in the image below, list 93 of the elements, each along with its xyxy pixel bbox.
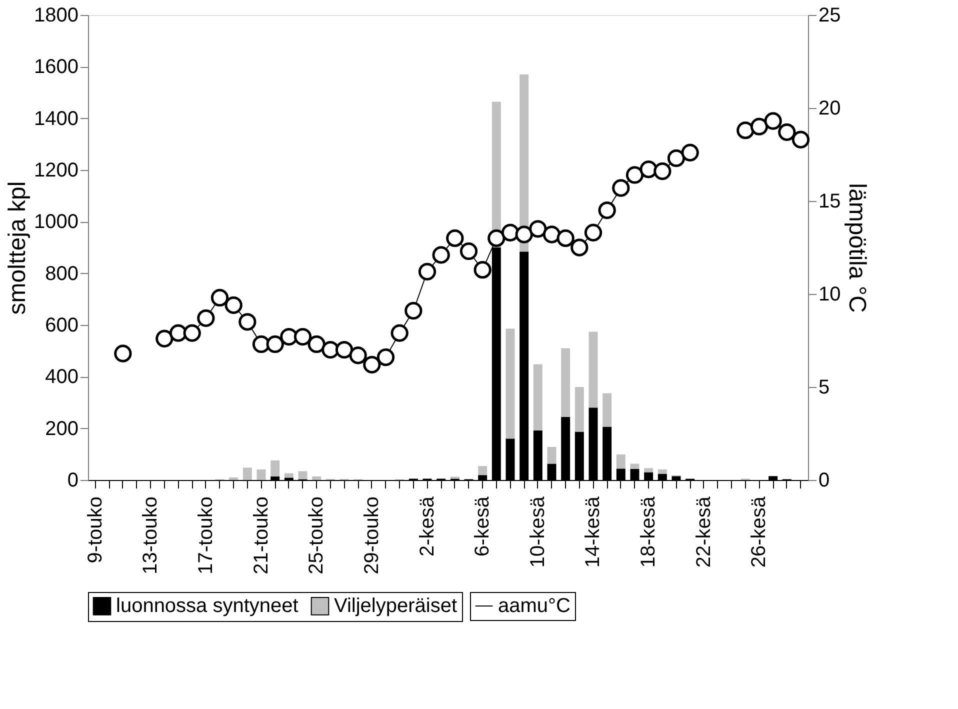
x-tick-label: 2-kesä	[416, 496, 438, 557]
y-tick-label: 1400	[34, 108, 78, 130]
y-tick-label: 1600	[34, 56, 78, 78]
point	[432, 246, 450, 264]
y-tick-label: 0	[67, 470, 78, 492]
x-tick-label: 13-touko	[140, 496, 162, 574]
point	[376, 348, 395, 366]
point	[294, 328, 312, 346]
point	[474, 261, 492, 279]
point	[667, 149, 686, 168]
point	[418, 262, 436, 280]
point	[114, 344, 132, 362]
x-tick-label: 22-kesä	[692, 496, 715, 568]
bar	[574, 387, 584, 432]
point	[183, 324, 201, 342]
bar	[602, 393, 612, 427]
x-tick-label: 25-touko	[306, 496, 328, 574]
point	[764, 112, 782, 130]
point	[308, 335, 326, 354]
point	[529, 220, 547, 238]
point	[750, 118, 768, 136]
point	[612, 179, 630, 197]
point	[156, 330, 174, 348]
point	[390, 324, 408, 342]
bar	[588, 332, 598, 408]
point	[778, 123, 796, 141]
point	[446, 229, 464, 248]
point	[460, 242, 478, 260]
legend-label: Viljelyperäiset	[334, 595, 458, 618]
point	[224, 296, 242, 314]
bar	[616, 454, 626, 469]
y-tick-label: 400	[45, 366, 78, 388]
y2-tick-label: 25	[818, 4, 841, 26]
bar	[284, 473, 294, 478]
point	[556, 229, 574, 248]
bar	[478, 466, 488, 476]
bar	[312, 476, 322, 480]
bar	[242, 468, 252, 480]
point	[570, 238, 588, 256]
point	[266, 335, 284, 354]
y-tick-label: 1200	[34, 160, 78, 182]
point	[515, 226, 533, 244]
y-tick-label: 200	[45, 418, 78, 440]
x-tick-label: 17-touko	[194, 496, 217, 574]
y2-tick-label: 15	[818, 190, 841, 212]
bar	[506, 328, 515, 439]
point	[792, 130, 810, 148]
bar	[298, 471, 308, 480]
point	[238, 313, 256, 331]
x-tick-label: 10-kesä	[526, 496, 549, 568]
y-tick-label: 1800	[34, 4, 78, 26]
x-tick-label: 29-touko	[360, 496, 383, 574]
x-tick-label: 26-kesä	[748, 496, 770, 568]
y2-tick-label: 5	[818, 376, 830, 398]
bar	[547, 446, 556, 464]
bar	[630, 464, 640, 469]
point	[626, 166, 644, 184]
point	[681, 144, 699, 162]
point	[210, 288, 229, 307]
x-tick-label: 9-touko	[84, 496, 106, 564]
x-tick-label: 21-touko	[250, 496, 272, 574]
bar	[561, 348, 570, 417]
point	[404, 302, 422, 320]
point	[252, 335, 270, 354]
x-tick-label: 6-kesä	[472, 496, 494, 557]
bar	[256, 469, 266, 480]
y-axis-title: smoltteja kpl	[4, 181, 32, 315]
y2-axis-title: lämpötila °C	[844, 183, 871, 313]
point	[598, 201, 616, 220]
bar	[229, 477, 238, 480]
legend-label: aamu°C	[498, 595, 570, 617]
x-tick-label: 18-kesä	[638, 496, 660, 568]
point	[363, 356, 381, 374]
legend-label: luonnossa syntyneet	[116, 595, 299, 618]
point	[654, 162, 672, 180]
y-tick-label: 1000	[34, 211, 78, 234]
bar	[658, 469, 667, 474]
y2-tick-label: 20	[818, 98, 841, 120]
bar	[270, 460, 280, 476]
point	[488, 229, 506, 248]
bar	[520, 74, 529, 252]
y2-tick-label: 0	[818, 470, 830, 492]
point	[736, 122, 754, 140]
point	[335, 340, 354, 359]
point	[197, 309, 215, 327]
point	[349, 346, 367, 364]
x-tick-label: 14-kesä	[582, 496, 604, 568]
point	[584, 224, 602, 242]
y-tick-label: 800	[45, 262, 78, 285]
bar	[644, 468, 654, 472]
bar	[533, 364, 542, 430]
y-tick-label: 600	[45, 314, 78, 336]
y2-tick-label: 10	[818, 284, 841, 306]
